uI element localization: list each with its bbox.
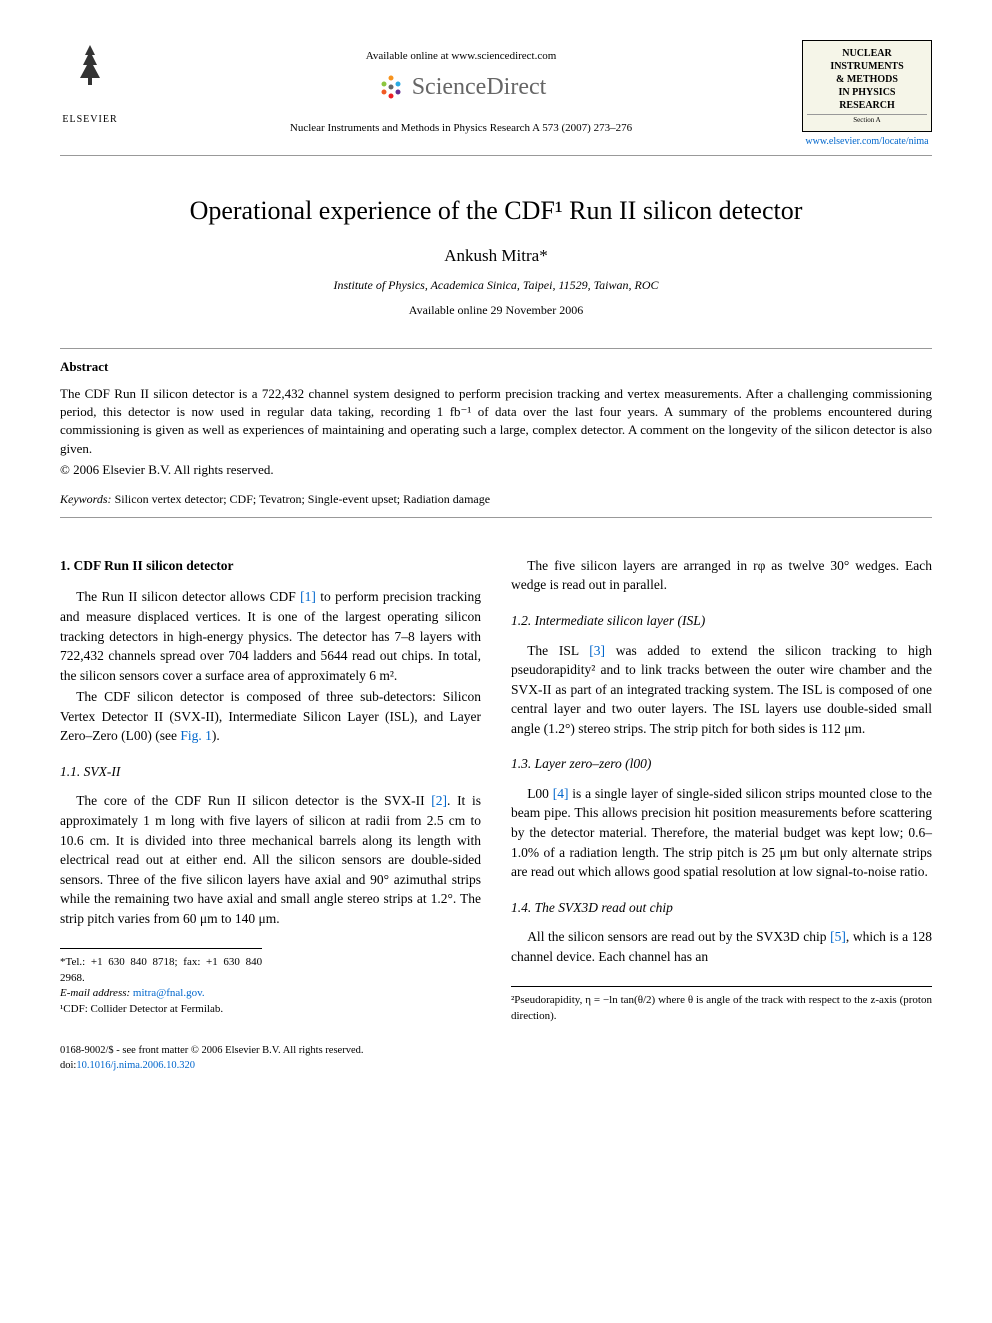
section-a-label: Section A (807, 114, 927, 125)
journal-name-line1: NUCLEAR (807, 47, 927, 60)
abstract-heading: Abstract (60, 359, 932, 375)
keywords-line: Keywords: Silicon vertex detector; CDF; … (60, 492, 932, 507)
s11-p2: The five silicon layers are arranged in … (511, 556, 932, 595)
s14-p1: All the silicon sensors are read out by … (511, 927, 932, 966)
body-columns: 1. CDF Run II silicon detector The Run I… (60, 548, 932, 1024)
page-header: ELSEVIER Available online at www.science… (60, 40, 932, 156)
keywords-text: Silicon vertex detector; CDF; Tevatron; … (112, 492, 491, 506)
sciencedirect-icon (376, 72, 406, 102)
divider-bottom (60, 517, 932, 518)
ref-1-link[interactable]: [1] (300, 589, 316, 604)
available-online-text: Available online at www.sciencedirect.co… (120, 50, 802, 62)
author-name: Ankush Mitra* (60, 246, 932, 266)
ref-5-link[interactable]: [5] (830, 929, 846, 944)
section-1-heading: 1. CDF Run II silicon detector (60, 556, 481, 576)
section-11-heading: 1.1. SVX-II (60, 762, 481, 782)
abstract-text: The CDF Run II silicon detector is a 722… (60, 385, 932, 458)
footnotes-left: *Tel.: +1 630 840 8718; fax: +1 630 840 … (60, 948, 262, 1017)
left-column: 1. CDF Run II silicon detector The Run I… (60, 548, 481, 1024)
sciencedirect-text: ScienceDirect (412, 74, 547, 101)
footer-issn: 0168-9002/$ - see front matter © 2006 El… (60, 1044, 932, 1059)
header-right: NUCLEAR INSTRUMENTS & METHODS IN PHYSICS… (802, 40, 932, 147)
abstract-copyright: © 2006 Elsevier B.V. All rights reserved… (60, 462, 932, 478)
keywords-label: Keywords: (60, 492, 112, 506)
journal-name-line2: INSTRUMENTS (807, 60, 927, 73)
footnote-cdf: ¹CDF: Collider Detector at Fermilab. (60, 1002, 262, 1017)
journal-name-line3: & METHODS (807, 73, 927, 86)
email-link[interactable]: mitra@fnal.gov. (133, 987, 205, 999)
doi-link[interactable]: 10.1016/j.nima.2006.10.320 (76, 1060, 195, 1071)
section-12-heading: 1.2. Intermediate silicon layer (ISL) (511, 611, 932, 631)
elsevier-logo (60, 40, 120, 110)
footnote-email-line: E-mail address: mitra@fnal.gov. (60, 986, 262, 1001)
sciencedirect-logo: ScienceDirect (120, 72, 802, 102)
footnote-email-label: E-mail address: (60, 987, 133, 999)
journal-name-box: NUCLEAR INSTRUMENTS & METHODS IN PHYSICS… (802, 40, 932, 132)
page-footer: 0168-9002/$ - see front matter © 2006 El… (60, 1044, 932, 1073)
journal-url-link[interactable]: www.elsevier.com/locate/nima (802, 136, 932, 147)
ref-3-link[interactable]: [3] (589, 643, 605, 658)
section-14-heading: 1.4. The SVX3D read out chip (511, 898, 932, 918)
elsevier-tree-icon (65, 40, 115, 90)
available-date: Available online 29 November 2006 (60, 303, 932, 318)
section-13-heading: 1.3. Layer zero–zero (l00) (511, 754, 932, 774)
journal-reference: Nuclear Instruments and Methods in Physi… (120, 122, 802, 134)
article-title: Operational experience of the CDF¹ Run I… (60, 196, 932, 226)
fig-1-link[interactable]: Fig. 1 (180, 728, 212, 743)
divider-top (60, 348, 932, 349)
author-affiliation: Institute of Physics, Academica Sinica, … (60, 278, 932, 293)
s1-p2: The CDF silicon detector is composed of … (60, 687, 481, 746)
footnote-pseudorapidity: ²Pseudorapidity, η = −ln tan(θ/2) where … (511, 993, 932, 1024)
footer-doi-line: doi:10.1016/j.nima.2006.10.320 (60, 1059, 932, 1074)
journal-name-line4: IN PHYSICS (807, 86, 927, 99)
ref-2-link[interactable]: [2] (431, 793, 447, 808)
right-column: The five silicon layers are arranged in … (511, 548, 932, 1024)
footnote-tel: *Tel.: +1 630 840 8718; fax: +1 630 840 … (60, 955, 262, 986)
s11-p1: The core of the CDF Run II silicon detec… (60, 791, 481, 928)
header-center: Available online at www.sciencedirect.co… (120, 40, 802, 134)
journal-name-line5: RESEARCH (807, 99, 927, 112)
doi-label: doi: (60, 1060, 76, 1071)
elsevier-logo-block: ELSEVIER (60, 40, 120, 125)
s13-p1: L00 [4] is a single layer of single-side… (511, 784, 932, 882)
s1-p1: The Run II silicon detector allows CDF [… (60, 587, 481, 685)
s12-p1: The ISL [3] was added to extend the sili… (511, 641, 932, 739)
footnotes-right: ²Pseudorapidity, η = −ln tan(θ/2) where … (511, 986, 932, 1024)
elsevier-label: ELSEVIER (62, 114, 117, 125)
ref-4-link[interactable]: [4] (553, 786, 569, 801)
